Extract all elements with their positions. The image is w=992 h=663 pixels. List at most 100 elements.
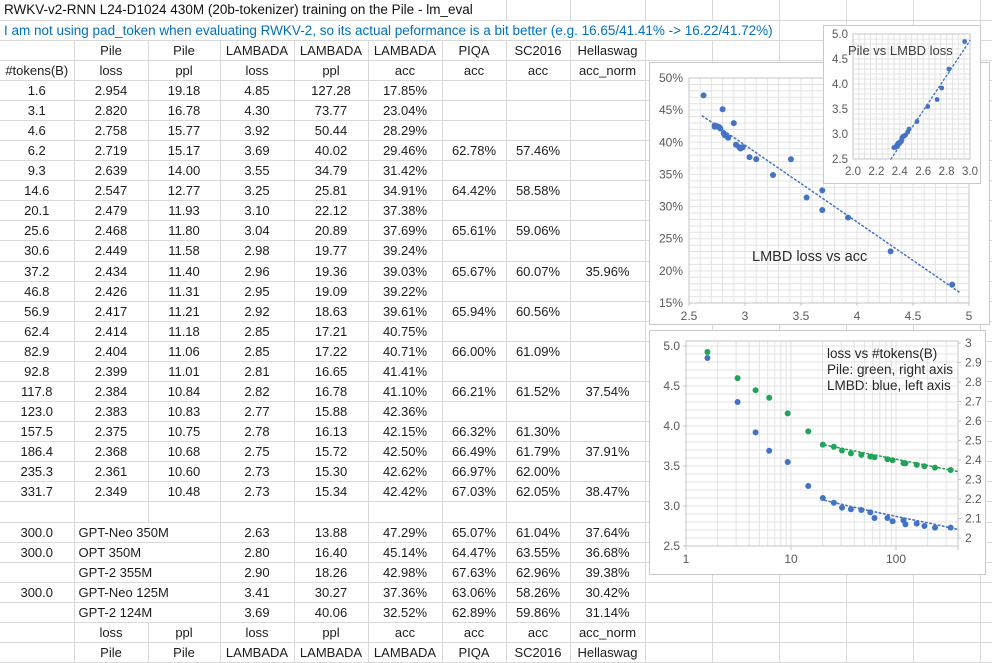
value-cell[interactable] <box>570 421 646 443</box>
value-cell[interactable]: 63.55% <box>506 542 571 563</box>
value-cell[interactable]: 11.93 <box>148 200 221 222</box>
value-cell[interactable]: 36.68% <box>570 542 646 563</box>
footer-cell[interactable]: acc <box>368 622 443 644</box>
value-cell[interactable]: 3.69 <box>220 140 295 162</box>
value-cell[interactable]: 300.0 <box>0 582 75 603</box>
value-cell[interactable]: 16.13 <box>294 421 369 443</box>
value-cell[interactable]: 15.88 <box>294 401 369 423</box>
value-cell[interactable]: 37.2 <box>0 261 75 282</box>
header-cell[interactable]: ppl <box>148 60 221 81</box>
value-cell[interactable]: 30.6 <box>0 240 75 262</box>
value-cell[interactable] <box>442 120 507 142</box>
value-cell[interactable]: 18.63 <box>294 301 369 322</box>
value-cell[interactable]: 2.81 <box>220 361 295 382</box>
cell[interactable] <box>913 0 981 21</box>
value-cell[interactable]: 2.426 <box>74 281 149 302</box>
footer-cell[interactable]: LAMBADA <box>294 642 369 663</box>
header-cell[interactable]: Pile <box>148 40 221 61</box>
value-cell[interactable]: 2.547 <box>74 180 149 202</box>
value-cell[interactable]: 42.42% <box>368 481 443 503</box>
value-cell[interactable] <box>442 100 507 121</box>
cell[interactable] <box>294 501 369 523</box>
value-cell[interactable]: 2.85 <box>220 321 295 342</box>
header-cell[interactable]: LAMBADA <box>220 40 295 61</box>
value-cell[interactable]: 2.468 <box>74 220 149 242</box>
cell[interactable] <box>846 582 914 603</box>
value-cell[interactable]: 2.77 <box>220 401 295 423</box>
footer-cell[interactable]: PIQA <box>442 642 507 663</box>
value-cell[interactable]: 10.84 <box>148 381 221 403</box>
footer-cell[interactable] <box>0 642 75 663</box>
value-cell[interactable]: 2.719 <box>74 140 149 162</box>
cell[interactable] <box>913 602 981 623</box>
value-cell[interactable]: 65.94% <box>442 301 507 322</box>
cell[interactable] <box>645 622 713 644</box>
header-cell[interactable]: acc <box>368 60 443 81</box>
chart-pile-vs-lmbd-loss[interactable]: 5.0 4.5 4.0 3.5 3.0 2.5 2.0 2.2 2.4 2.6 2.8 3.0 Pile… <box>823 25 981 184</box>
value-cell[interactable] <box>442 401 507 423</box>
value-cell[interactable]: 2.73 <box>220 461 295 483</box>
value-cell[interactable] <box>506 160 571 182</box>
header-cell[interactable]: LAMBADA <box>368 40 443 61</box>
cell[interactable] <box>570 0 646 21</box>
value-cell[interactable]: 82.9 <box>0 341 75 362</box>
value-cell[interactable] <box>570 100 646 121</box>
value-cell[interactable]: 40.02 <box>294 140 369 162</box>
cell[interactable] <box>570 501 646 523</box>
cell[interactable] <box>779 602 847 623</box>
value-cell[interactable]: 34.91% <box>368 180 443 202</box>
value-cell[interactable]: 4.6 <box>0 120 75 142</box>
value-cell[interactable]: 56.9 <box>0 301 75 322</box>
value-cell[interactable]: 47.29% <box>368 522 443 543</box>
value-cell[interactable]: 62.4 <box>0 321 75 342</box>
cell[interactable] <box>0 501 75 523</box>
value-cell[interactable]: 29.46% <box>368 140 443 162</box>
value-cell[interactable]: 10.48 <box>148 481 221 503</box>
value-cell[interactable] <box>570 461 646 483</box>
value-cell[interactable]: 10.68 <box>148 441 221 463</box>
value-cell[interactable]: 25.81 <box>294 180 369 202</box>
value-cell[interactable] <box>506 80 571 101</box>
value-cell[interactable]: 13.88 <box>294 522 369 543</box>
value-cell[interactable] <box>0 562 75 583</box>
footer-cell[interactable]: loss <box>220 622 295 644</box>
value-cell[interactable] <box>570 180 646 202</box>
value-cell[interactable]: 23.04% <box>368 100 443 121</box>
value-cell[interactable]: 66.49% <box>442 441 507 463</box>
value-cell[interactable] <box>570 341 646 362</box>
value-cell[interactable]: 45.14% <box>368 542 443 563</box>
value-cell[interactable]: 42.36% <box>368 401 443 423</box>
value-cell[interactable]: 37.91% <box>570 441 646 463</box>
value-cell[interactable]: 2.954 <box>74 80 149 101</box>
cell[interactable] <box>779 622 847 644</box>
footer-cell[interactable]: Pile <box>74 642 149 663</box>
value-cell[interactable]: 9.3 <box>0 160 75 182</box>
value-cell[interactable]: 11.80 <box>148 220 221 242</box>
value-cell[interactable]: 6.2 <box>0 140 75 162</box>
value-cell[interactable]: 66.97% <box>442 461 507 483</box>
value-cell[interactable]: 39.22% <box>368 281 443 302</box>
value-cell[interactable]: 2.98 <box>220 240 295 262</box>
value-cell[interactable]: 2.82 <box>220 381 295 403</box>
value-cell[interactable]: 123.0 <box>0 401 75 423</box>
value-cell[interactable]: 2.417 <box>74 301 149 322</box>
value-cell[interactable]: 3.10 <box>220 200 295 222</box>
footer-cell[interactable]: ppl <box>294 622 369 644</box>
value-cell[interactable]: 40.75% <box>368 321 443 342</box>
footer-cell[interactable]: SC2016 <box>506 642 571 663</box>
value-cell[interactable]: 25.6 <box>0 220 75 242</box>
value-cell[interactable]: 19.09 <box>294 281 369 302</box>
value-cell[interactable]: 61.79% <box>506 441 571 463</box>
value-cell[interactable] <box>0 602 75 623</box>
value-cell[interactable]: 20.1 <box>0 200 75 222</box>
value-cell[interactable]: 16.78 <box>294 381 369 403</box>
value-cell[interactable]: 2.639 <box>74 160 149 182</box>
value-cell[interactable]: 37.69% <box>368 220 443 242</box>
cell[interactable] <box>442 501 507 523</box>
cell[interactable] <box>846 602 914 623</box>
value-cell[interactable]: 42.15% <box>368 421 443 443</box>
value-cell[interactable] <box>506 120 571 142</box>
value-cell[interactable]: 2.75 <box>220 441 295 463</box>
value-cell[interactable] <box>442 281 507 302</box>
value-cell[interactable]: 61.30% <box>506 421 571 443</box>
